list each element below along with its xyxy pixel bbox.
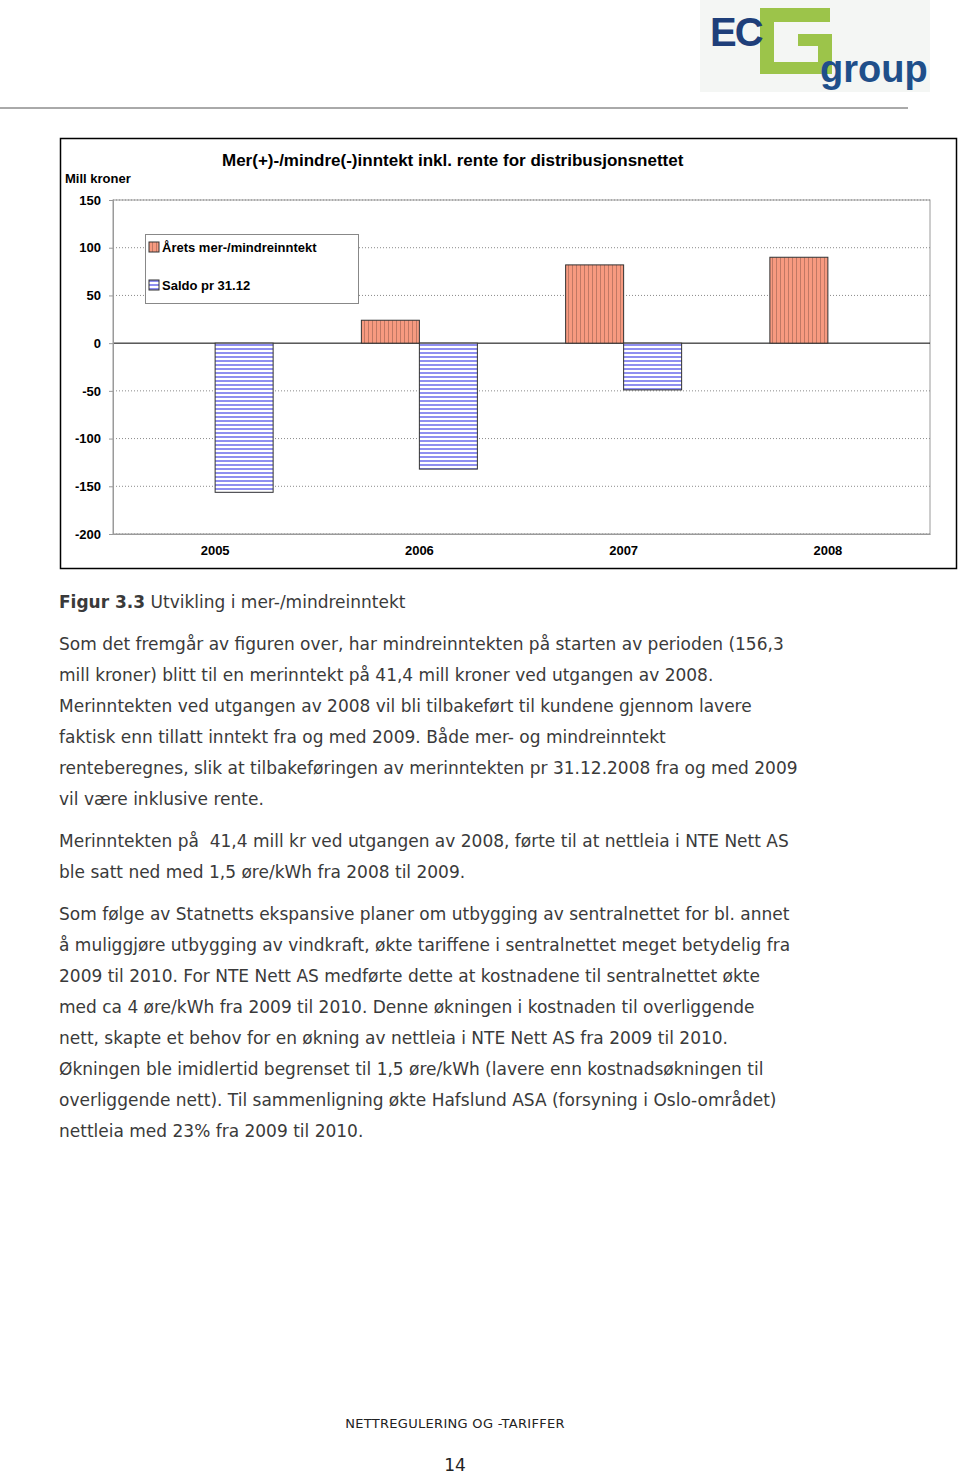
text-line: ble satt ned med 1,5 øre/kWh fra 2008 ti… xyxy=(59,857,949,888)
logo-background xyxy=(700,0,930,92)
text-line: 2009 til 2010. For NTE Nett AS medførte … xyxy=(59,961,949,992)
text-line: vil være inklusive rente. xyxy=(59,784,949,815)
paragraph: Merinntekten på 41,4 mill kr ved utgange… xyxy=(59,826,949,888)
text-line: nettleia med 23% fra 2009 til 2010. xyxy=(59,1116,949,1147)
x-tick-label: 2007 xyxy=(609,543,638,558)
y-axis-line xyxy=(109,201,114,535)
y-tick-label: -150 xyxy=(75,479,101,494)
y-tick: -50 xyxy=(82,384,113,399)
y-tick: 0 xyxy=(94,336,113,351)
y-tick-mark xyxy=(109,534,113,535)
y-tick-label: -50 xyxy=(82,384,101,399)
y-tick-mark xyxy=(109,486,113,487)
bar xyxy=(624,343,682,390)
x-tick: 2008 xyxy=(813,534,842,558)
y-tick: -100 xyxy=(75,431,113,446)
y-tick-label: 50 xyxy=(87,288,101,303)
text-line: nett, skapte et behov for en økning av n… xyxy=(59,1023,949,1054)
y-tick: -150 xyxy=(75,479,113,494)
y-tick-mark xyxy=(109,391,113,392)
y-axis: -200 -150 -100 -50 0 50 100 150 xyxy=(75,193,114,542)
logo: EC group xyxy=(700,0,930,92)
page-graphics: ECgroup-200-150-100-50050100150200520062… xyxy=(0,0,960,590)
y-tick-label: 0 xyxy=(94,336,101,351)
y-tick: 100 xyxy=(79,240,113,255)
y-tick-mark xyxy=(109,343,113,344)
text-line: Økningen ble imidlertid begrenset til 1,… xyxy=(59,1054,949,1085)
x-axis-line xyxy=(114,534,931,535)
bar xyxy=(770,257,828,343)
page-number: 14 xyxy=(0,1455,910,1475)
caption: Figur 3.3 Utvikling i mer-/mindreinntekt xyxy=(59,587,949,618)
legend-label: Saldo pr 31.12 xyxy=(162,278,250,293)
caption-text: Utvikling i mer-/mindreinntekt xyxy=(151,592,406,612)
y-tick: -200 xyxy=(75,527,113,542)
text-line: å muliggjøre utbygging av vindkraft, økt… xyxy=(59,930,949,961)
caption-label: Figur 3.3 xyxy=(59,592,145,612)
text-line: Som følge av Statnetts ekspansive planer… xyxy=(59,899,949,930)
legend-swatch xyxy=(149,280,159,290)
x-tick: 2006 xyxy=(405,534,434,558)
grid xyxy=(113,200,930,534)
x-tick: 2005 xyxy=(201,534,230,558)
chart-title: Mer(+)-/mindre(-)inntekt inkl. rente for… xyxy=(222,151,684,170)
paragraph: Som det fremgår av figuren over, har min… xyxy=(59,629,949,815)
y-tick-mark xyxy=(109,295,113,296)
y-tick-mark xyxy=(109,439,113,440)
grid-line xyxy=(113,534,930,535)
text-line: Merinntekten på 41,4 mill kr ved utgange… xyxy=(59,826,949,857)
bar xyxy=(215,343,273,492)
legend-box xyxy=(146,235,359,304)
text-line: Merinntekten ved utgangen av 2008 vil bl… xyxy=(59,691,949,722)
text-line: renteberegnes, slik at tilbakeføringen a… xyxy=(59,753,949,784)
text-line: overliggende nett). Til sammenligning øk… xyxy=(59,1085,949,1116)
y-tick: 150 xyxy=(79,193,113,208)
footer-title: NETTREGULERING OG -TARIFFER xyxy=(0,1416,910,1431)
legend-label: Årets mer-/mindreinntekt xyxy=(162,240,317,255)
legend: Årets mer-/mindreinntekt Saldo pr 31.12 xyxy=(146,235,359,304)
plot-area xyxy=(113,200,930,534)
logo-text: EC xyxy=(710,10,763,54)
header-rule xyxy=(0,108,908,109)
paragraph: Som følge av Statnetts ekspansive planer… xyxy=(59,899,949,1147)
text-line: Som det fremgår av figuren over, har min… xyxy=(59,629,949,660)
chart-frame xyxy=(61,139,957,569)
text-line: med ca 4 øre/kWh fra 2009 til 2010. Denn… xyxy=(59,992,949,1023)
y-tick-label: 100 xyxy=(79,240,101,255)
y-tick-label: -200 xyxy=(75,527,101,542)
x-tick-label: 2008 xyxy=(813,543,842,558)
logo-text: group xyxy=(820,48,928,90)
x-axis: 2005 2006 2007 2008 xyxy=(114,534,931,558)
y-tick-label: -100 xyxy=(75,431,101,446)
x-tick: 2007 xyxy=(609,534,638,558)
text-line: faktisk enn tillatt inntekt fra og med 2… xyxy=(59,722,949,753)
x-tick-label: 2005 xyxy=(201,543,230,558)
legend-swatch xyxy=(149,242,159,252)
bar xyxy=(419,343,477,469)
text-line: mill kroner) blitt til en merinntekt på … xyxy=(59,660,949,691)
bar xyxy=(566,265,624,343)
y-tick-mark xyxy=(109,248,113,249)
y-tick-label: 150 xyxy=(79,193,101,208)
bar xyxy=(361,320,419,343)
grid-line xyxy=(113,200,930,201)
x-tick-label: 2006 xyxy=(405,543,434,558)
y-axis-title: Mill kroner xyxy=(65,171,131,186)
document-body: Figur 3.3 Utvikling i mer-/mindreinntekt… xyxy=(59,587,949,1147)
y-tick: 50 xyxy=(87,288,113,303)
y-tick-mark xyxy=(109,200,113,201)
